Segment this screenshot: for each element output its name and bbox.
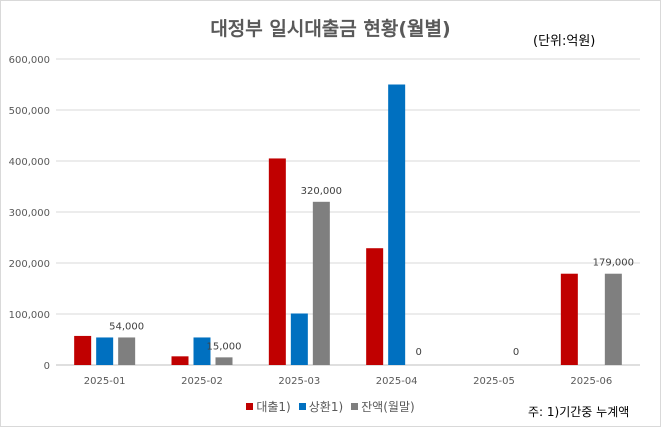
bar: [312, 201, 330, 365]
bar: [366, 248, 384, 365]
x-tick-label: 2025-06: [570, 376, 612, 387]
x-tick-label: 2025-01: [84, 376, 126, 387]
y-tick-label: 400,000: [9, 157, 50, 168]
bar: [118, 337, 136, 365]
legend-label: 잔액(월말): [361, 400, 415, 414]
data-label: 54,000: [109, 321, 144, 332]
data-label: 0: [513, 347, 519, 358]
bar: [388, 84, 406, 365]
y-tick-label: 0: [44, 361, 50, 372]
legend-swatch: [298, 403, 306, 410]
data-label: 179,000: [593, 258, 634, 269]
data-label: 0: [415, 347, 421, 358]
unit-note: (단위:억원): [533, 34, 596, 49]
x-tick-label: 2025-03: [278, 376, 320, 387]
bar: [604, 273, 622, 365]
legend-item: 상환1): [298, 398, 344, 415]
x-tick-label: 2025-05: [473, 376, 515, 387]
legend-swatch: [351, 403, 359, 410]
chart-title: 대정부 일시대출금 현황(월별): [210, 18, 451, 40]
y-tick-label: 500,000: [9, 106, 50, 117]
bar: [171, 356, 189, 365]
footnote: 주: 1)기간중 누계액: [528, 405, 630, 419]
x-tick-label: 2025-04: [376, 376, 418, 387]
legend-label: 상환1): [308, 400, 344, 414]
legend-item: 대출1): [246, 398, 291, 415]
y-tick-label: 200,000: [9, 259, 50, 270]
legend-item: 잔액(월말): [351, 398, 415, 415]
bar: [290, 313, 308, 365]
y-tick-label: 100,000: [9, 310, 50, 321]
bar: [560, 273, 578, 365]
legend-label: 대출1): [256, 400, 291, 414]
y-tick-label: 600,000: [9, 55, 50, 66]
x-tick-label: 2025-02: [181, 376, 223, 387]
data-label: 320,000: [301, 186, 342, 197]
y-tick-label: 300,000: [9, 208, 50, 219]
legend-swatch: [246, 403, 254, 410]
bar: [96, 337, 114, 365]
legend: 대출1) 상환1) 잔액(월말): [0, 398, 661, 415]
bar: [74, 335, 92, 365]
bar: [268, 158, 286, 365]
data-label: 15,000: [207, 341, 242, 352]
bar: [193, 337, 211, 365]
bar: [215, 357, 233, 365]
